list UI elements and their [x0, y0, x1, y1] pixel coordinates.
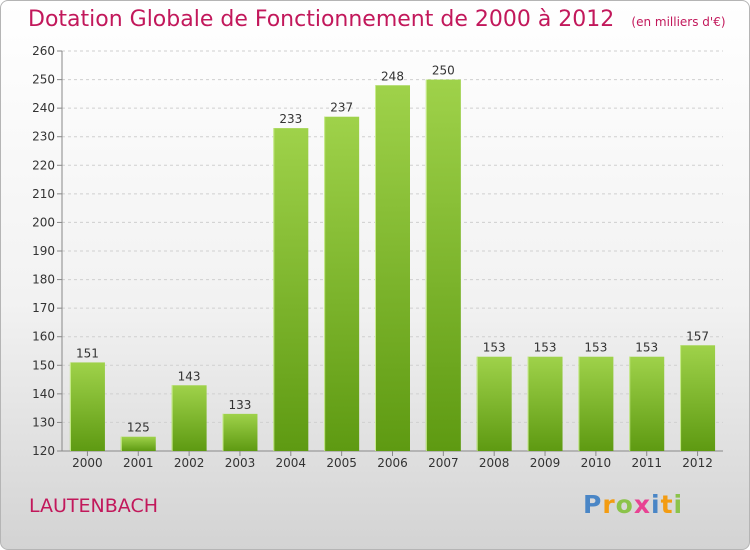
bar-2010	[578, 356, 614, 451]
logo-letter: x	[633, 490, 651, 519]
logo-letter: i	[651, 490, 661, 519]
y-tick-label: 130	[32, 415, 55, 429]
value-label-2006: 248	[381, 69, 404, 83]
value-label-2004: 233	[279, 112, 302, 126]
x-tick-label: 2005	[326, 456, 357, 470]
bar-2008	[476, 356, 512, 451]
x-tick-label: 2002	[174, 456, 205, 470]
logo-letter: i	[673, 490, 684, 519]
chart-title: Dotation Globale de Fonctionnement de 20…	[28, 7, 726, 32]
value-label-2011: 153	[635, 341, 658, 355]
x-tick-label: 2004	[276, 456, 307, 470]
y-tick-label: 250	[32, 73, 55, 87]
y-tick-label: 160	[32, 330, 55, 344]
y-tick-label: 150	[32, 358, 55, 372]
bar-2003	[222, 413, 258, 451]
bar-2011	[629, 356, 665, 451]
commune-name: LAUTENBACH	[29, 495, 159, 517]
value-label-2009: 153	[534, 341, 557, 355]
bar-2006	[375, 85, 410, 452]
value-label-2000: 151	[76, 346, 99, 360]
x-tick-label: 2006	[377, 456, 408, 470]
value-label-2010: 153	[584, 341, 607, 355]
x-tick-label: 2001	[123, 456, 154, 470]
y-tick-label: 240	[32, 101, 55, 115]
bar-2005	[324, 116, 360, 451]
bar-2000	[69, 362, 105, 451]
value-label-2003: 133	[229, 398, 252, 412]
bar-2009	[527, 356, 563, 451]
value-label-2001: 125	[127, 421, 150, 435]
logo-letter: o	[615, 490, 634, 519]
x-tick-label: 2007	[428, 456, 459, 470]
value-label-2005: 237	[330, 101, 353, 115]
x-tick-label: 2010	[581, 456, 612, 470]
y-tick-label: 200	[32, 215, 55, 229]
bar-2012	[680, 345, 716, 451]
bar-2007	[425, 79, 461, 452]
value-label-2008: 153	[483, 341, 506, 355]
bar-2002	[171, 385, 207, 451]
y-tick-label: 220	[32, 158, 55, 172]
y-tick-label: 180	[32, 273, 55, 287]
y-tick-label: 170	[32, 301, 55, 315]
y-tick-label: 190	[32, 244, 55, 258]
bar-2001	[120, 436, 156, 451]
x-tick-label: 2008	[479, 456, 510, 470]
x-tick-label: 2011	[631, 456, 662, 470]
value-label-2012: 157	[686, 329, 709, 343]
value-label-2007: 250	[432, 64, 455, 78]
y-tick-label: 230	[32, 130, 55, 144]
logo-letter: P	[583, 490, 603, 519]
y-tick-label: 260	[32, 44, 55, 58]
y-tick-label: 120	[32, 444, 55, 458]
x-tick-label: 2000	[72, 456, 103, 470]
chart-title-text: Dotation Globale de Fonctionnement de 20…	[28, 7, 615, 32]
proxiti-logo: Proxiti	[583, 490, 683, 519]
bar-2004	[273, 128, 309, 451]
y-tick-label: 140	[32, 387, 55, 401]
logo-letter: r	[602, 490, 616, 519]
x-tick-label: 2009	[530, 456, 561, 470]
x-tick-label: 2003	[225, 456, 256, 470]
logo-letter: t	[660, 490, 674, 519]
y-tick-label: 210	[32, 187, 55, 201]
labels: 2000 151 2001 125 2002 143 2003 133 2004 233 2005 2…	[72, 64, 713, 470]
chart-unit: (en milliers d'€)	[631, 15, 726, 29]
value-label-2002: 143	[178, 369, 201, 383]
bars	[69, 79, 716, 452]
x-tick-label: 2012	[682, 456, 713, 470]
